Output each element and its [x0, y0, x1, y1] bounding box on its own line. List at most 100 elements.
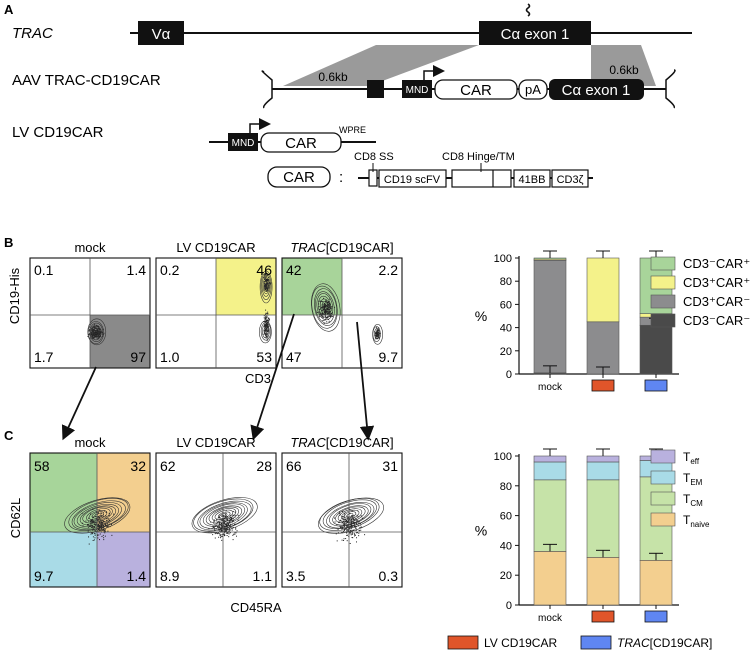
event-dot: [324, 302, 326, 304]
event-dot: [93, 529, 95, 531]
event-dot: [323, 317, 325, 319]
wpre-label: WPRE: [339, 125, 366, 135]
event-dot: [357, 521, 359, 523]
event-dot: [101, 333, 103, 335]
event-dot: [377, 334, 379, 336]
event-dot: [267, 275, 269, 277]
event-dot: [351, 516, 353, 518]
event-dot: [87, 530, 89, 532]
density-contour: [87, 318, 107, 346]
event-dot: [324, 310, 326, 312]
event-dot: [266, 319, 268, 321]
event-dot: [87, 527, 89, 529]
event-dot: [378, 335, 380, 337]
event-dot: [88, 520, 90, 522]
event-dot: [267, 283, 269, 285]
event-dot: [107, 523, 109, 525]
event-dot: [345, 515, 347, 517]
event-dot: [325, 313, 327, 315]
event-dot: [265, 323, 267, 325]
flow-plot-b-2: LV CD19CAR 0.2 46 1.0 53: [155, 240, 277, 369]
event-dot: [322, 310, 324, 312]
event-dot: [221, 536, 223, 538]
event-dot: [100, 530, 102, 532]
event-dot: [266, 316, 268, 318]
event-dot: [235, 535, 237, 537]
event-dot: [229, 532, 231, 534]
event-dot: [356, 532, 358, 534]
event-dot: [221, 519, 223, 521]
event-dot: [349, 532, 351, 534]
event-dot: [265, 329, 267, 331]
event-dot: [217, 533, 219, 535]
event-dot: [92, 536, 94, 538]
event-dot: [214, 533, 216, 535]
event-dot: [330, 313, 332, 315]
event-dot: [96, 334, 98, 336]
event-dot: [98, 526, 100, 528]
bar-segment: [533, 551, 567, 606]
event-dot: [351, 537, 353, 539]
legend-swatch-trac: [580, 635, 612, 650]
event-dot: [100, 520, 102, 522]
event-dot: [94, 523, 96, 525]
event-dot: [268, 319, 270, 321]
event-dot: [227, 522, 229, 524]
density-contour: [199, 502, 248, 529]
event-dot: [225, 526, 227, 528]
ss-block: [367, 80, 384, 98]
event-dot: [265, 324, 267, 326]
event-dot: [350, 530, 352, 532]
event-dot: [91, 532, 93, 534]
event-dot: [325, 301, 327, 303]
event-dot: [265, 327, 267, 329]
event-dot: [328, 301, 330, 303]
event-dot: [264, 285, 266, 287]
event-dot: [99, 332, 101, 334]
ca-box: [479, 21, 591, 45]
density-contour: [82, 506, 113, 524]
event-dot: [265, 335, 267, 337]
event-dot: [101, 525, 103, 527]
event-dot: [266, 336, 268, 338]
bb-segment: [513, 169, 551, 188]
event-dot: [324, 307, 326, 309]
arrow-trac: [356, 321, 375, 441]
trac-label: TRAC: [12, 25, 53, 42]
event-dot: [350, 526, 352, 528]
event-dot: [318, 309, 320, 311]
event-dot: [225, 532, 227, 534]
panel-b-label: B: [4, 235, 13, 250]
density-contour: [260, 322, 272, 341]
event-dot: [95, 334, 97, 336]
event-dot: [218, 521, 220, 523]
event-dot: [264, 288, 266, 290]
legend-swatch: [650, 512, 676, 527]
event-dot: [103, 332, 105, 334]
event-dot: [346, 540, 348, 542]
event-dot: [378, 334, 380, 336]
event-dot: [265, 313, 267, 315]
event-dot: [358, 532, 360, 534]
event-dot: [326, 312, 328, 314]
density-contour: [326, 502, 375, 529]
event-dot: [92, 335, 94, 337]
event-dot: [99, 525, 101, 527]
event-dot: [92, 539, 94, 541]
event-dot: [225, 512, 227, 514]
event-dot: [101, 521, 103, 523]
event-dot: [95, 511, 97, 513]
event-dot: [342, 517, 344, 519]
event-dot: [266, 333, 268, 335]
event-dot: [226, 535, 228, 537]
event-dot: [237, 514, 239, 516]
event-dot: [344, 518, 346, 520]
event-dot: [216, 523, 218, 525]
event-dot: [92, 329, 94, 331]
event-dot: [267, 338, 269, 340]
event-dot: [326, 321, 328, 323]
event-dot: [319, 308, 321, 310]
event-dot: [346, 529, 348, 531]
event-dot: [331, 307, 333, 309]
event-dot: [322, 312, 324, 314]
